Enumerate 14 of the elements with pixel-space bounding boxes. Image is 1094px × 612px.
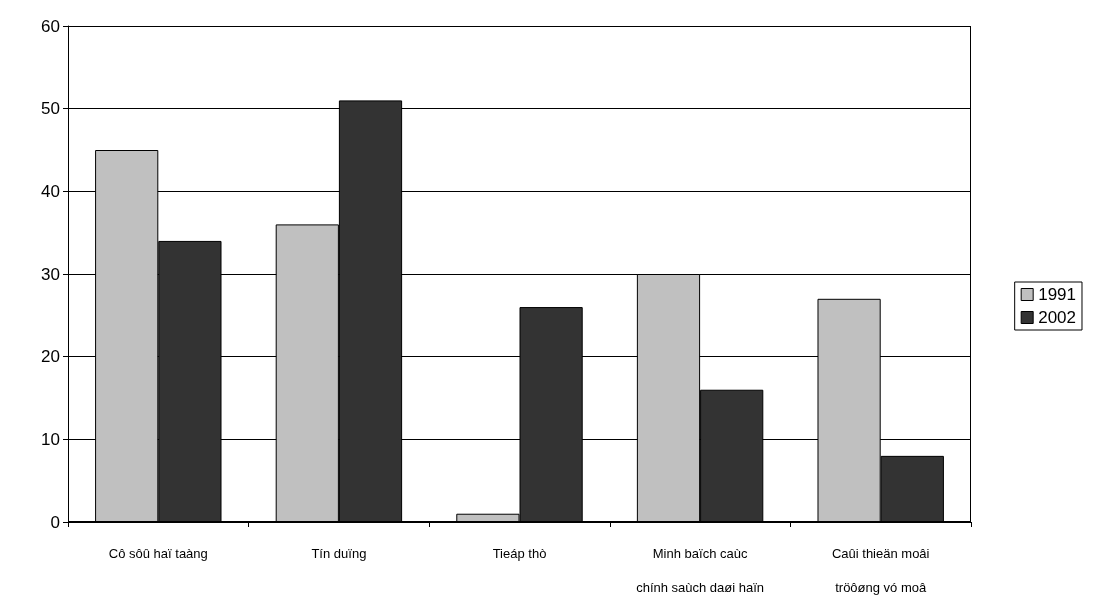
legend-label: 2002 (1038, 308, 1077, 327)
y-tick-label: 20 (41, 347, 60, 367)
y-tick-label: 60 (41, 16, 60, 36)
y-tick-label: 30 (41, 264, 60, 284)
y-tick-label: 10 (41, 429, 60, 449)
y-tick-label: 40 (41, 181, 60, 201)
category-label: Minh baïch caùc chính saùch daøi haïn (636, 545, 765, 595)
x-tick-label: Tín duïng (311, 545, 367, 561)
category-label: Caûi thieän moâi tröôøng vó moâ (831, 545, 930, 595)
legend-label: 1991 (1038, 285, 1077, 304)
y-tick-label: 50 (41, 99, 60, 119)
y-tick-label: 0 (50, 512, 60, 532)
x-tick-label: Tieáp thò (492, 545, 547, 561)
x-tick-label: Cô sôû haï taàng (108, 545, 208, 561)
